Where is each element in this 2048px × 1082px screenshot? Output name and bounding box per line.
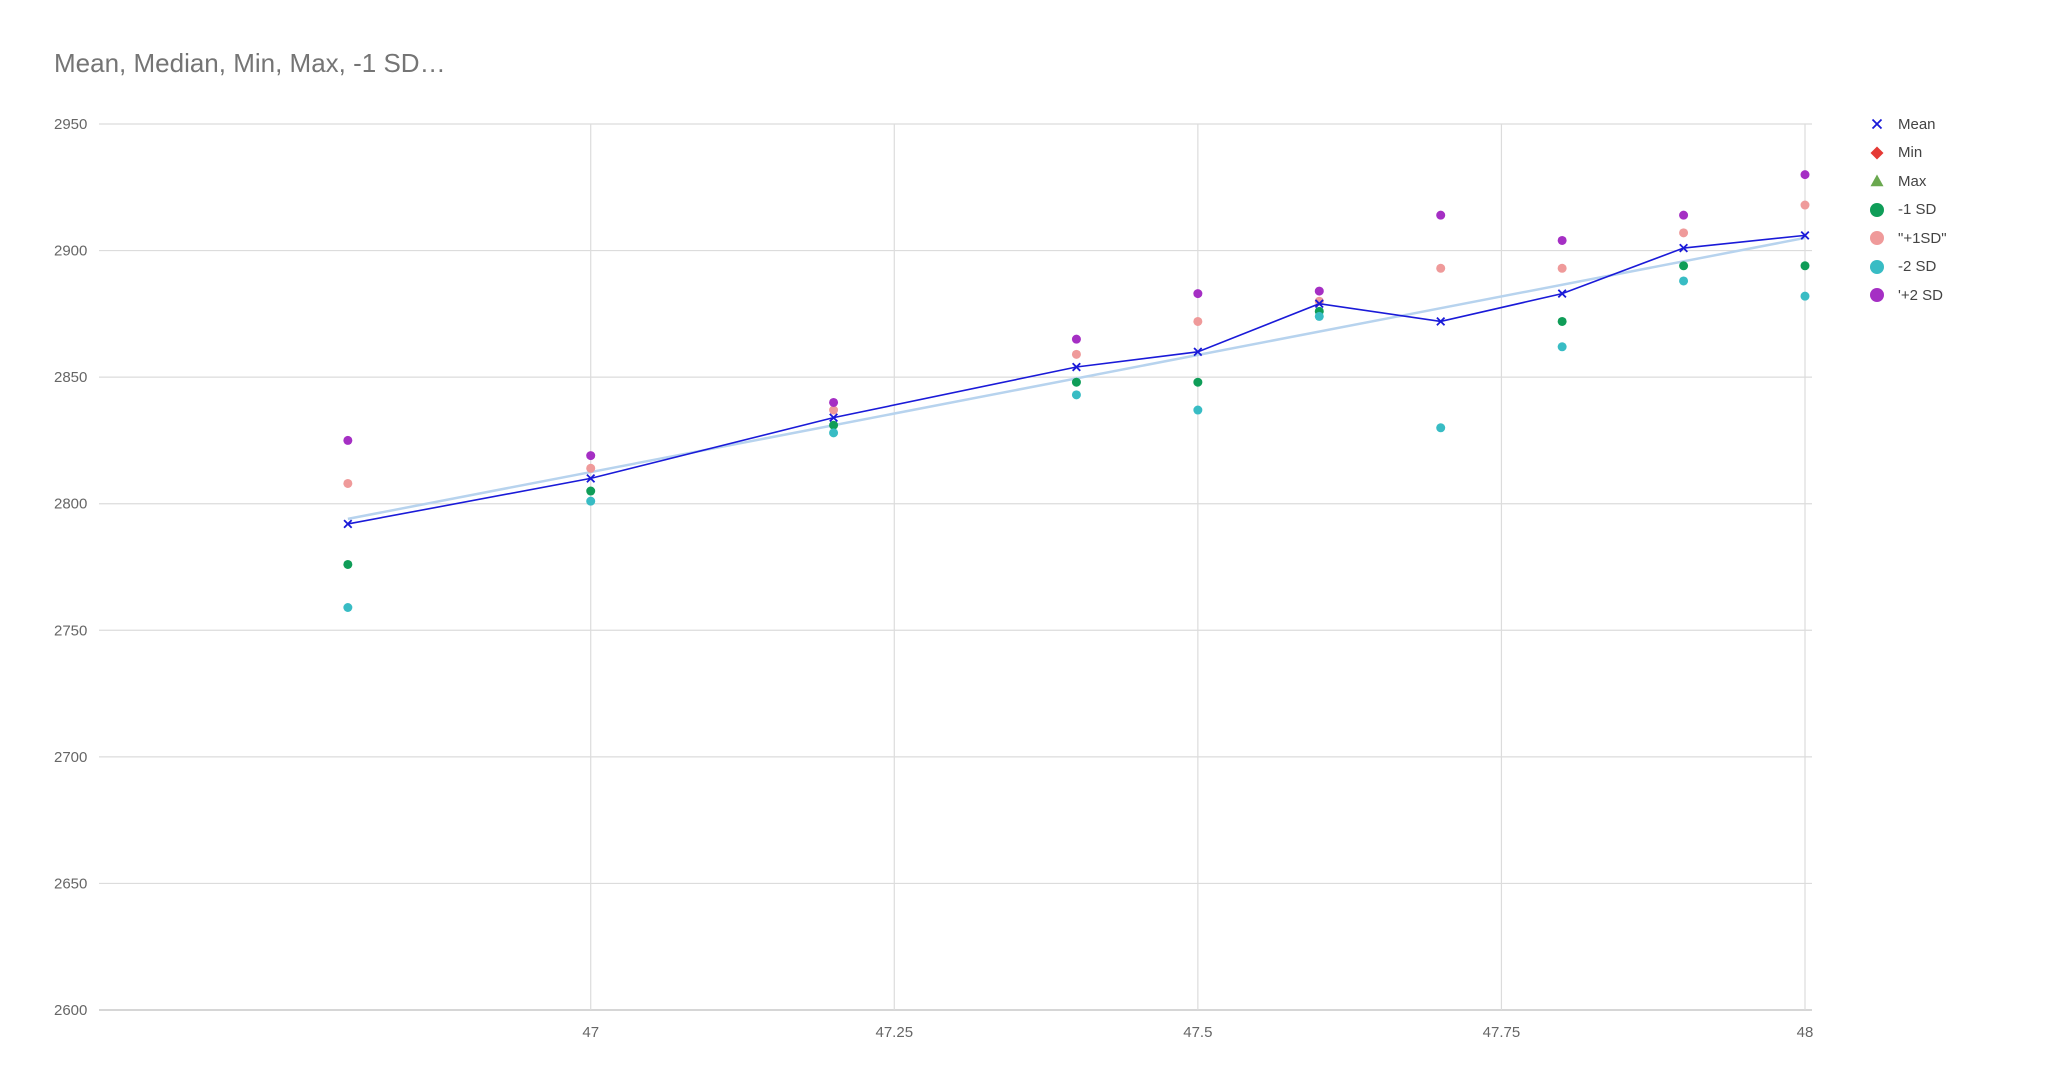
data-point-2-sd xyxy=(1314,286,1324,296)
data-point-1-sd xyxy=(1679,261,1689,271)
data-point-mean xyxy=(1071,362,1081,372)
legend-marker-circle-icon xyxy=(1870,202,1884,217)
data-point-1-sd xyxy=(1557,316,1567,326)
series-mean xyxy=(343,230,1810,529)
data-point-1sd xyxy=(343,478,353,488)
legend-marker-triangle-icon xyxy=(1870,174,1884,187)
data-point-1sd xyxy=(586,463,596,473)
legend-marker-circle-icon xyxy=(1870,259,1884,274)
data-point-1-sd xyxy=(1071,377,1081,387)
data-point-2-sd xyxy=(1071,390,1081,400)
series-layer xyxy=(343,170,1810,613)
legend-label: Min xyxy=(1898,144,1923,162)
data-point-2-sd xyxy=(1071,334,1081,344)
series-2-sd xyxy=(343,276,1810,613)
y-tick-label: 2800 xyxy=(54,496,87,513)
data-point-1-sd xyxy=(586,486,596,496)
legend-item-max[interactable]: Max xyxy=(1866,167,1947,196)
data-point-2-sd xyxy=(1800,170,1810,180)
legend-label: Max xyxy=(1898,172,1927,190)
y-tick-label: 2850 xyxy=(54,369,87,386)
legend-marker-diamond-icon xyxy=(1870,146,1884,160)
data-point-1sd xyxy=(1071,349,1081,359)
data-point-1sd xyxy=(1193,316,1203,326)
data-point-1-sd xyxy=(343,559,353,569)
data-point-1-sd xyxy=(1800,261,1810,271)
data-point-1sd xyxy=(829,405,839,415)
legend-item-mean[interactable]: Mean xyxy=(1866,110,1947,139)
legend-label: '+2 SD xyxy=(1898,286,1943,304)
data-point-1sd xyxy=(1800,200,1810,210)
y-tick-label: 2600 xyxy=(54,1002,87,1019)
x-tick-label: 47.5 xyxy=(1183,1024,1212,1041)
data-point-2-sd xyxy=(343,603,353,613)
y-tick-label: 2700 xyxy=(54,749,87,766)
data-point-mean xyxy=(1800,230,1810,240)
legend: Mean Min Max -1 SD "+1SD" -2 SD '+2 SD xyxy=(1866,110,1947,310)
legend-item-min[interactable]: Min xyxy=(1866,139,1947,168)
data-point-2-sd xyxy=(1679,276,1689,286)
grid-lines xyxy=(99,123,1812,1011)
data-point-mean xyxy=(586,473,596,483)
data-point-mean xyxy=(829,413,839,423)
legend-marker-circle-icon xyxy=(1870,231,1884,246)
data-point-mean xyxy=(343,519,353,529)
data-point-2-sd xyxy=(829,428,839,438)
data-point-mean xyxy=(1436,317,1446,326)
legend-marker-x-icon xyxy=(1871,119,1883,130)
data-point-2-sd xyxy=(1314,311,1324,321)
x-tick-label: 47.25 xyxy=(876,1024,914,1041)
data-point-2-sd xyxy=(1679,210,1689,220)
data-point-mean xyxy=(1314,299,1324,309)
y-tick-label: 2900 xyxy=(54,243,87,260)
data-point-2-sd xyxy=(1557,342,1567,352)
data-point-2-sd xyxy=(343,435,353,445)
data-point-1sd xyxy=(1557,263,1567,273)
series-1-sd xyxy=(343,261,1810,569)
legend-label: -2 SD xyxy=(1898,258,1937,276)
chart-title: Mean, Median, Min, Max, -1 SD… xyxy=(54,48,446,78)
data-point-1-sd xyxy=(829,420,839,430)
data-point-mean xyxy=(1193,347,1203,357)
data-point-1sd xyxy=(1436,263,1446,273)
legend-label: -1 SD xyxy=(1898,201,1937,219)
x-tick-label: 48 xyxy=(1797,1024,1814,1041)
data-point-2-sd xyxy=(1800,291,1810,301)
legend-label: Mean xyxy=(1898,115,1936,133)
x-axis-ticks: 47 47.25 47.5 47.75 48 xyxy=(582,1024,1813,1041)
data-point-2-sd xyxy=(1436,423,1446,433)
legend-item-1sd[interactable]: "+1SD" xyxy=(1866,224,1947,253)
data-point-2-sd xyxy=(829,397,839,407)
legend-item-2-sd[interactable]: '+2 SD xyxy=(1866,281,1947,310)
data-point-2-sd xyxy=(1436,210,1446,220)
legend-marker-circle-icon xyxy=(1870,288,1884,303)
y-tick-label: 2950 xyxy=(54,116,87,133)
data-point-2-sd xyxy=(1193,289,1203,299)
data-point-2-sd xyxy=(1557,235,1567,245)
y-tick-label: 2650 xyxy=(54,875,87,892)
data-point-mean xyxy=(1679,243,1689,253)
series-1sd xyxy=(343,200,1810,488)
legend-item-2-sd[interactable]: -2 SD xyxy=(1866,253,1947,282)
data-point-mean xyxy=(1557,289,1567,299)
legend-item-1-sd[interactable]: -1 SD xyxy=(1866,196,1947,225)
series-line-mean xyxy=(347,234,1806,525)
y-axis-ticks: 2950 2900 2850 2800 2750 2700 2650 2600 xyxy=(54,116,87,1019)
legend-label: "+1SD" xyxy=(1898,229,1947,247)
y-tick-label: 2750 xyxy=(54,622,87,639)
data-point-1sd xyxy=(1679,228,1689,238)
data-point-2-sd xyxy=(586,496,596,506)
x-tick-label: 47.75 xyxy=(1483,1024,1521,1041)
data-point-2-sd xyxy=(586,451,596,461)
x-tick-label: 47 xyxy=(582,1024,599,1041)
data-point-2-sd xyxy=(1193,405,1203,415)
data-point-1-sd xyxy=(1193,377,1203,387)
series-2-sd xyxy=(343,170,1810,461)
